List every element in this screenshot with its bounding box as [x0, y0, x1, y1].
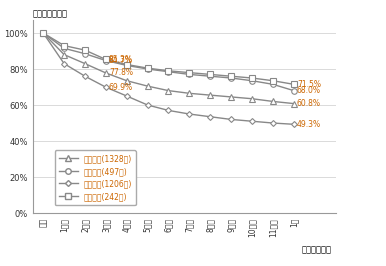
Text: 71.5%: 71.5%: [297, 80, 321, 89]
Text: 60.8%: 60.8%: [297, 99, 321, 108]
Text: 84.7%: 84.7%: [109, 56, 133, 65]
Text: 68.0%: 68.0%: [297, 86, 321, 95]
Text: 77.8%: 77.8%: [109, 68, 133, 77]
Text: 69.9%: 69.9%: [109, 83, 133, 92]
Text: （経過期間）: （経過期間）: [301, 246, 331, 255]
Text: 49.3%: 49.3%: [297, 120, 321, 129]
Legend: 身体障害(1328人), 知的障害(497人), 精神障害(1206人), 発達障害(242人): 身体障害(1328人), 知的障害(497人), 精神障害(1206人), 発達…: [55, 150, 136, 205]
Text: 85.3%: 85.3%: [109, 55, 133, 64]
Text: （職場定着率）: （職場定着率）: [33, 10, 68, 19]
